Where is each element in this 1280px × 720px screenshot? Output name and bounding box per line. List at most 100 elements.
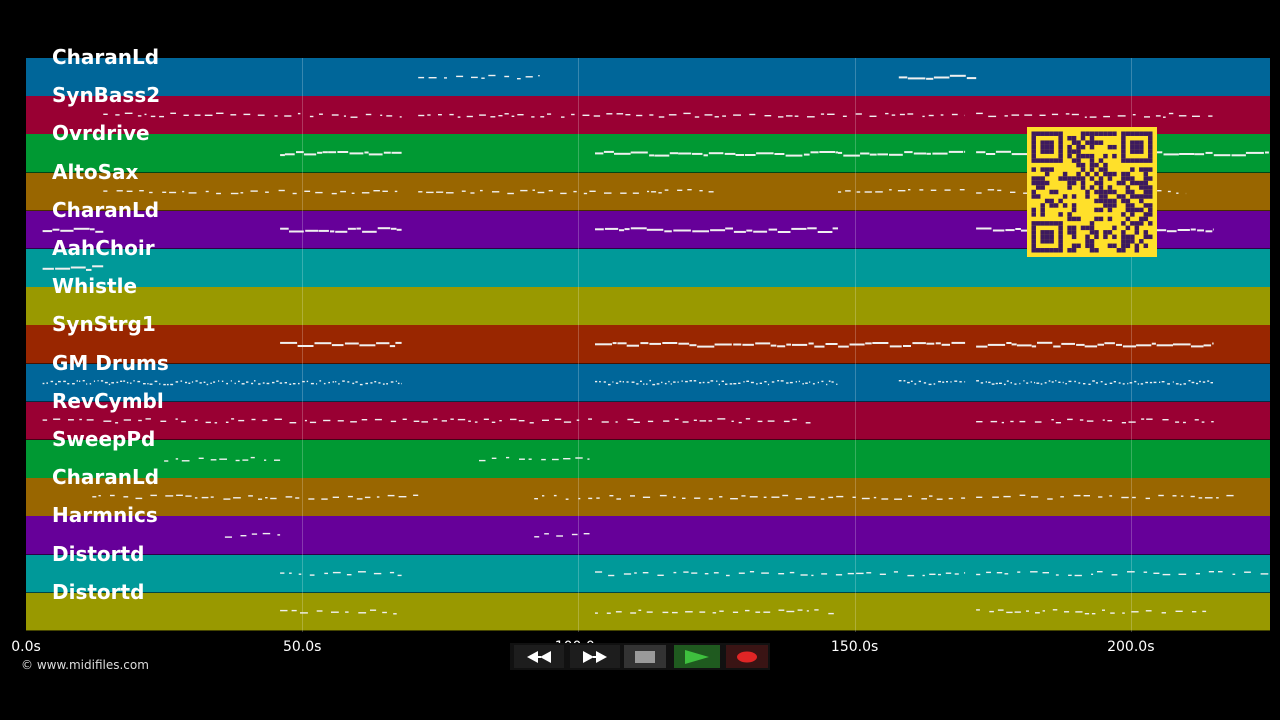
play-button[interactable] (674, 645, 720, 668)
note (492, 191, 500, 193)
note (596, 497, 600, 499)
track-lane[interactable] (26, 554, 1270, 594)
note (491, 457, 497, 459)
note (1153, 572, 1160, 574)
note (138, 419, 142, 422)
fast-forward-button[interactable] (570, 645, 620, 668)
note (771, 496, 780, 498)
note (583, 533, 590, 535)
note (780, 380, 784, 382)
note (1226, 494, 1234, 497)
note (683, 112, 691, 115)
note (1212, 228, 1214, 231)
note (378, 382, 381, 384)
note (319, 380, 322, 382)
note (631, 381, 635, 383)
note (827, 113, 835, 115)
track-lane[interactable] (26, 516, 1270, 556)
note (529, 422, 534, 424)
note (390, 420, 397, 423)
note (278, 189, 285, 192)
note (315, 191, 323, 194)
note (702, 381, 705, 384)
stop-button[interactable] (624, 645, 666, 668)
note (624, 228, 630, 231)
note (520, 189, 528, 192)
note (750, 381, 754, 384)
note (1153, 381, 1157, 384)
note (191, 381, 194, 383)
note (898, 76, 908, 79)
note (1103, 115, 1110, 118)
note (657, 574, 664, 576)
note (225, 421, 229, 423)
note (73, 227, 90, 230)
note (708, 152, 724, 155)
note (72, 383, 75, 385)
record-button[interactable] (726, 645, 768, 668)
note (745, 418, 751, 420)
note (1068, 574, 1072, 576)
note (948, 150, 964, 153)
note (250, 456, 255, 459)
note (718, 383, 720, 386)
note (630, 151, 648, 154)
track-lane[interactable] (26, 287, 1270, 326)
record-icon (737, 651, 757, 662)
note (942, 381, 945, 383)
note (538, 75, 540, 77)
note (820, 498, 825, 500)
note (677, 381, 679, 383)
note (519, 458, 525, 460)
note (814, 609, 819, 611)
note (646, 383, 648, 385)
note (921, 498, 927, 500)
note (346, 574, 352, 576)
note (386, 115, 393, 117)
note (704, 573, 709, 575)
note (1176, 192, 1179, 194)
note (614, 152, 631, 155)
note (330, 230, 335, 233)
note (791, 227, 807, 230)
note (640, 342, 649, 345)
note (875, 191, 883, 193)
note (810, 151, 819, 154)
note (359, 383, 363, 386)
note (1168, 112, 1174, 115)
note (1190, 228, 1196, 231)
note (284, 115, 292, 117)
note (838, 151, 843, 154)
track-label: CharanLd (52, 197, 160, 222)
note (166, 383, 169, 386)
note (1177, 229, 1190, 231)
note (1076, 343, 1085, 346)
track-lane[interactable] (26, 440, 1270, 479)
note (954, 380, 958, 382)
note (180, 380, 183, 382)
note (115, 114, 120, 116)
track-lane[interactable] (26, 363, 1270, 403)
note (150, 115, 156, 118)
note (276, 380, 279, 382)
note (238, 419, 245, 422)
qr-code[interactable] (1027, 127, 1157, 257)
note (1014, 383, 1017, 385)
note (907, 381, 910, 384)
note (999, 382, 1002, 384)
rewind-button[interactable] (514, 645, 564, 668)
note (185, 495, 192, 497)
track-label: AltoSax (52, 159, 139, 184)
note (945, 572, 952, 574)
note (933, 76, 950, 79)
note (755, 611, 761, 613)
note (266, 382, 270, 385)
note (625, 114, 631, 116)
track-lane[interactable] (26, 58, 1270, 97)
note (356, 227, 361, 230)
note (123, 496, 129, 498)
note (316, 383, 318, 385)
note (879, 573, 886, 575)
note (149, 383, 153, 385)
note (461, 190, 466, 192)
